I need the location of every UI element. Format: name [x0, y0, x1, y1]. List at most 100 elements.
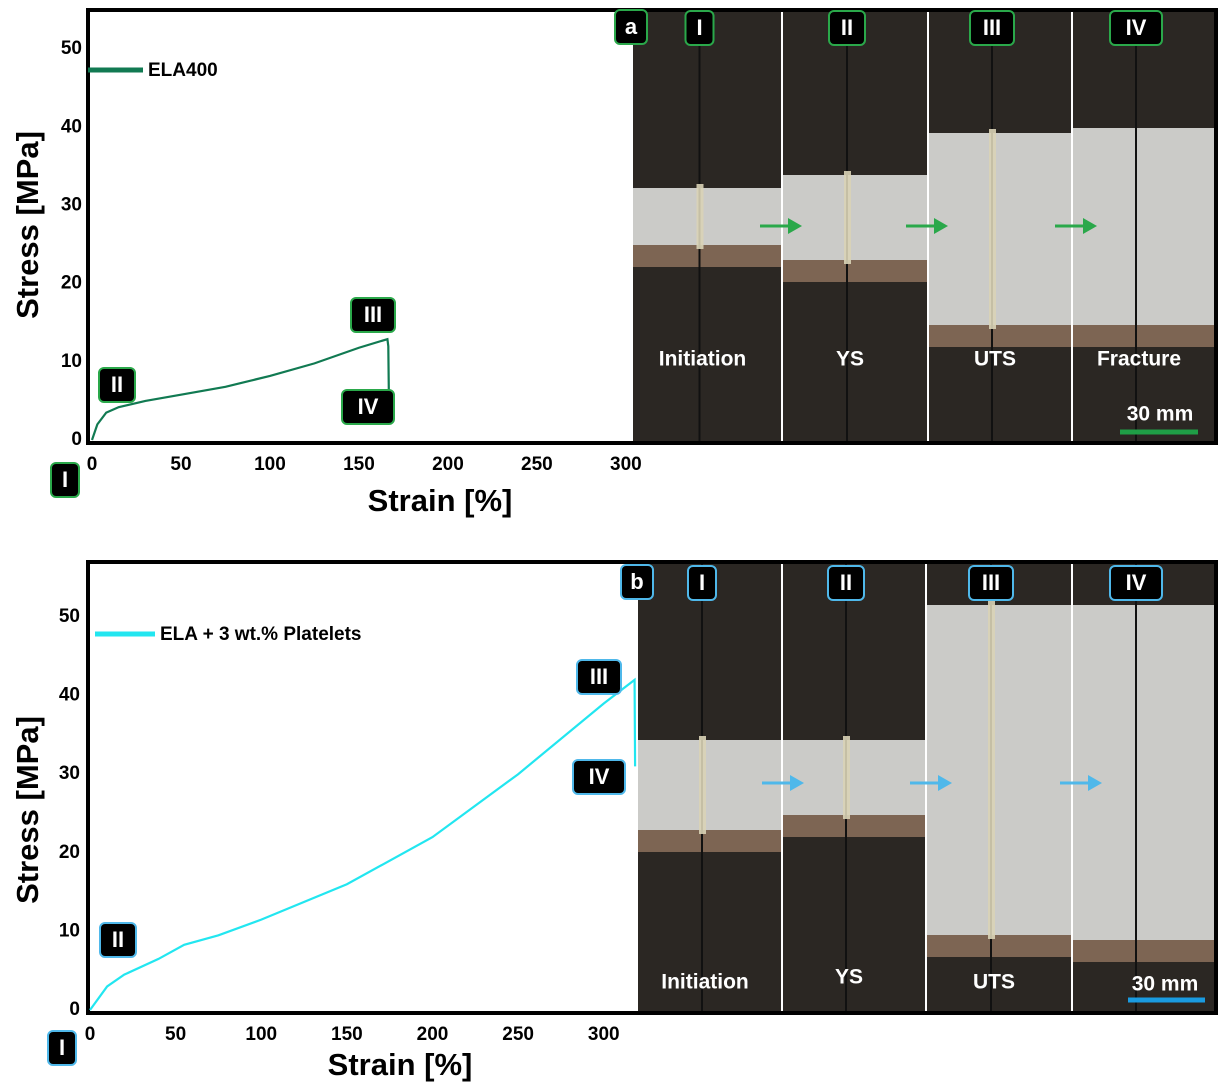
stage-marker: I	[62, 467, 68, 492]
x-tick-label: 100	[254, 454, 286, 475]
scale-bar-label: 30 mm	[1127, 403, 1194, 426]
y-tick-label: 20	[61, 273, 82, 294]
arrow-head	[790, 775, 804, 791]
arrow-head	[1088, 775, 1102, 791]
photo-stage-label: IV	[1126, 570, 1147, 595]
specimen	[699, 736, 706, 834]
photo-caption: YS	[835, 966, 863, 989]
y-tick-label: 0	[69, 999, 80, 1020]
x-tick-label: 50	[165, 1024, 186, 1045]
y-tick-label: 30	[61, 194, 82, 215]
photo-platen	[926, 935, 1072, 957]
stage-marker: I	[59, 1035, 65, 1060]
arrow-head	[934, 218, 948, 234]
stage-marker-box	[50, 462, 80, 498]
photo-stage-label-box	[969, 10, 1015, 46]
x-tick-label: 300	[610, 454, 642, 475]
photo-stage-label: II	[840, 570, 852, 595]
frame	[86, 8, 1218, 445]
photo-background	[782, 175, 928, 260]
panel-letter: a	[625, 14, 638, 39]
photo-stage-label: IV	[1126, 15, 1147, 40]
y-axis-label: Stress [MPa]	[10, 716, 45, 904]
photo-background	[638, 740, 782, 830]
stage-marker-box	[98, 367, 136, 403]
legend-label: ELA400	[148, 60, 218, 81]
specimen	[988, 601, 995, 939]
photo-stage-label-box	[1109, 10, 1163, 46]
x-tick-label: 100	[245, 1024, 277, 1045]
photo-stage-label: I	[699, 570, 705, 595]
x-tick-label: 0	[85, 1024, 96, 1045]
x-tick-label: 200	[417, 1024, 449, 1045]
photo-platen	[638, 830, 782, 852]
y-tick-label: 10	[61, 351, 82, 372]
photo-stage-label: III	[982, 570, 1000, 595]
x-axis-label: Strain [%]	[368, 483, 513, 518]
arrow-head	[938, 775, 952, 791]
x-tick-label: 250	[521, 454, 553, 475]
photo-platen	[1072, 940, 1216, 962]
photo-stage-label: I	[696, 15, 702, 40]
photo-caption: UTS	[973, 971, 1015, 994]
legend-label: ELA + 3 wt.% Platelets	[160, 624, 362, 645]
y-tick-label: 20	[59, 842, 80, 863]
stage-marker: II	[111, 372, 123, 397]
photo-caption: YS	[836, 348, 864, 371]
x-tick-label: 250	[502, 1024, 534, 1045]
specimen	[843, 736, 850, 819]
x-tick-label: 300	[588, 1024, 620, 1045]
specimen	[989, 129, 996, 329]
y-tick-label: 40	[59, 685, 80, 706]
stage-marker-box	[341, 389, 395, 425]
stage-marker-box	[576, 659, 622, 695]
stress-strain-curve	[89, 677, 637, 1011]
photo-platen	[782, 260, 928, 282]
x-tick-label: 200	[432, 454, 464, 475]
x-tick-label: 150	[331, 1024, 363, 1045]
x-tick-label: 50	[170, 454, 191, 475]
stage-marker: IV	[358, 394, 379, 419]
frame	[86, 560, 1218, 1015]
photo-background	[633, 188, 782, 245]
photo-platen	[782, 815, 926, 837]
panel-letter: b	[630, 569, 643, 594]
photo-caption: Initiation	[659, 348, 747, 371]
x-tick-label: 0	[87, 454, 98, 475]
specimen	[696, 184, 704, 249]
photo-background	[1072, 605, 1216, 940]
y-axis-label: Stress [MPa]	[10, 131, 45, 319]
y-tick-label: 50	[59, 606, 80, 627]
photo-background	[926, 605, 1072, 935]
photo-stage-label-box	[968, 565, 1014, 601]
photo-platen	[928, 325, 1072, 347]
x-tick-label: 150	[343, 454, 375, 475]
stage-marker: III	[364, 302, 382, 327]
scale-bar-label: 30 mm	[1132, 973, 1199, 996]
photo-stage-label: II	[841, 15, 853, 40]
photo-platen	[633, 245, 782, 267]
panel-letter-box	[614, 9, 648, 45]
photo-stage-label-box	[1109, 565, 1163, 601]
arrow-head	[788, 218, 802, 234]
stage-marker: IV	[589, 764, 610, 789]
photo-stage-label-box	[828, 10, 866, 46]
y-tick-label: 40	[61, 116, 82, 137]
specimen	[844, 171, 851, 264]
stage-marker-box	[350, 297, 396, 333]
y-tick-label: 50	[61, 38, 82, 59]
stage-marker: II	[112, 927, 124, 952]
photo-stage-label-box	[827, 565, 865, 601]
stage-marker: III	[590, 664, 608, 689]
stage-marker-box	[47, 1030, 77, 1066]
photo-background	[928, 133, 1072, 325]
photo-caption: Initiation	[661, 971, 749, 994]
photo-caption: UTS	[974, 348, 1016, 371]
stage-marker-box	[572, 759, 626, 795]
y-tick-label: 0	[71, 429, 82, 450]
photo-background	[782, 740, 926, 815]
photo-caption: Fracture	[1097, 348, 1181, 371]
x-axis-label: Strain [%]	[328, 1047, 473, 1082]
photo-platen	[1072, 325, 1216, 347]
